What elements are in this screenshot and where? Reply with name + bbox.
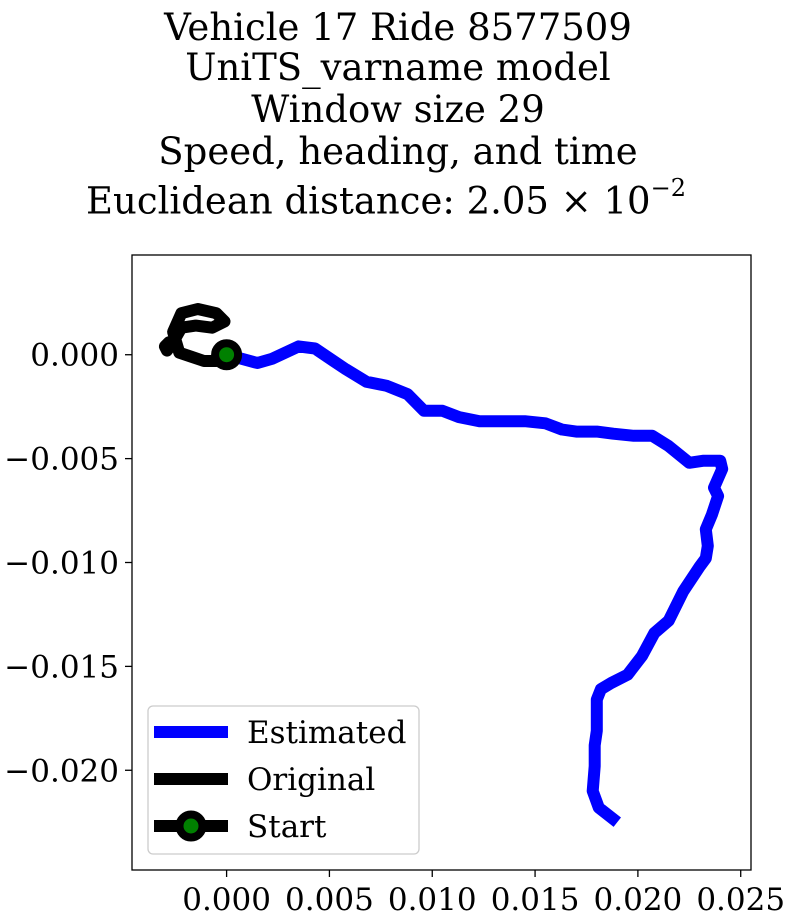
x-tick-label: 0.005 (285, 882, 374, 917)
series-line-estimated (225, 340, 729, 827)
legend-label-start: Start (247, 809, 327, 845)
title-line-window: Window size 29 (251, 88, 545, 131)
legend: Estimated Original Start (147, 705, 420, 855)
y-tick-label: −0.015 (4, 649, 119, 685)
x-tick-label: 0.025 (696, 882, 785, 917)
y-tick-label: −0.010 (4, 546, 119, 582)
legend-start-marker (175, 810, 207, 842)
title-line-distance: Euclidean distance: 2.05 × 10−2 (0, 170, 784, 223)
y-tick-label: −0.005 (4, 442, 119, 478)
series-group (158, 303, 729, 827)
distance-text: Euclidean distance: 2.05 × 10 (86, 179, 651, 223)
distance-exponent: −2 (650, 174, 686, 202)
plot-content (158, 303, 729, 827)
title-line-features: Speed, heading, and time (158, 130, 638, 173)
x-tick-label: 0.000 (182, 882, 271, 917)
x-tick-label: 0.020 (594, 882, 683, 917)
title-line-vehicle: Vehicle 17 Ride 8577509 (164, 6, 632, 49)
y-tick-label: 0.000 (30, 338, 119, 374)
title-line-model: UniTS_varname model (185, 46, 611, 89)
y-axis: 0.000 −0.005 −0.010 −0.015 −0.020 (4, 338, 132, 789)
legend-label-estimated: Estimated (247, 715, 406, 751)
x-tick-label: 0.010 (388, 882, 477, 917)
series-line-original (158, 303, 231, 367)
legend-label-original: Original (247, 762, 375, 798)
start-marker (211, 339, 243, 371)
y-tick-label: −0.020 (4, 753, 119, 789)
x-axis: 0.000 0.005 0.010 0.015 0.020 0.025 (182, 870, 785, 917)
x-tick-label: 0.015 (491, 882, 580, 917)
legend-box (147, 705, 420, 855)
